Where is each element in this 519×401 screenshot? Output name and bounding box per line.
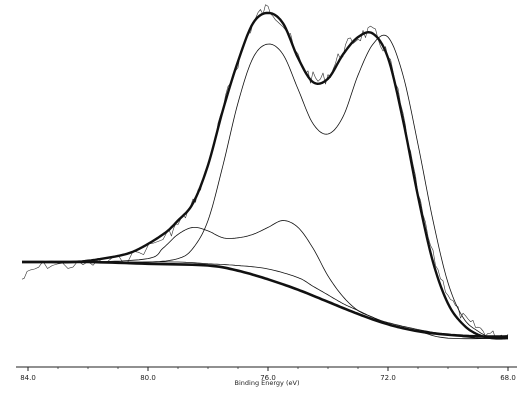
x-tick-label: 84.0 bbox=[20, 374, 36, 382]
series-component-1-line bbox=[22, 34, 508, 340]
series-background-line bbox=[22, 260, 508, 338]
x-tick-label: 76.0 bbox=[260, 374, 276, 382]
x-axis-label: Binding Energy (eV) bbox=[235, 379, 300, 387]
x-tick-label: 80.0 bbox=[140, 374, 156, 382]
x-tick-label: 72.0 bbox=[380, 374, 396, 382]
x-tick-label: 68.0 bbox=[500, 374, 516, 382]
series-raw-line bbox=[21, 4, 509, 340]
series-envelope-line bbox=[22, 11, 509, 340]
x-axis-ticks: 84.0 80.0 76.0 72.0 68.0 bbox=[20, 367, 516, 382]
plot-area bbox=[21, 4, 509, 340]
series-component-3-line bbox=[22, 261, 508, 339]
